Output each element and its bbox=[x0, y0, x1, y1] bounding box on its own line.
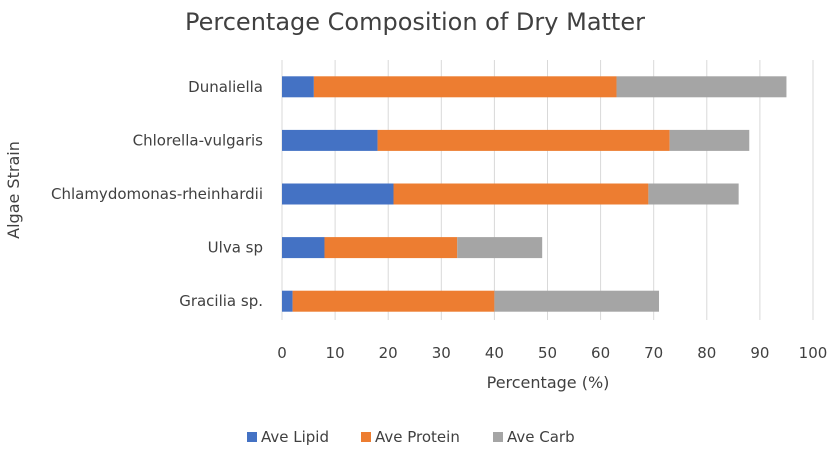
x-tick-label: 50 bbox=[538, 344, 557, 362]
bar-ave-carb bbox=[648, 183, 739, 205]
y-axis-label: Algae Strain bbox=[4, 141, 23, 239]
x-tick-label: 10 bbox=[326, 344, 345, 362]
x-tick-label: 30 bbox=[432, 344, 451, 362]
bar-ave-lipid bbox=[282, 290, 293, 312]
legend-label: Ave Lipid bbox=[261, 428, 329, 446]
y-category-label: Chlamydomonas-rheinhardii bbox=[51, 185, 263, 203]
x-tick-label: 100 bbox=[799, 344, 828, 362]
x-tick-label: 40 bbox=[485, 344, 504, 362]
legend-swatch bbox=[247, 432, 257, 442]
bar-ave-carb bbox=[669, 129, 750, 151]
chart-title: Percentage Composition of Dry Matter bbox=[185, 8, 645, 36]
bar-ave-protein bbox=[393, 183, 649, 205]
y-category-label: Chlorella-vulgaris bbox=[133, 131, 264, 149]
bar-ave-protein bbox=[313, 76, 617, 98]
bar-ave-carb bbox=[457, 237, 543, 259]
bar-ave-lipid bbox=[282, 76, 314, 98]
bar-ave-lipid bbox=[282, 237, 325, 259]
x-tick-label: 70 bbox=[644, 344, 663, 362]
legend-label: Ave Protein bbox=[375, 428, 460, 446]
bar-ave-lipid bbox=[282, 129, 378, 151]
bar-ave-protein bbox=[292, 290, 495, 312]
bar-ave-carb bbox=[494, 290, 660, 312]
x-tick-label: 80 bbox=[697, 344, 716, 362]
bar-ave-carb bbox=[616, 76, 787, 98]
x-axis-label: Percentage (%) bbox=[487, 373, 610, 392]
x-tick-label: 0 bbox=[277, 344, 287, 362]
y-category-label: Dunaliella bbox=[188, 78, 263, 96]
y-category-label: Ulva sp bbox=[208, 239, 263, 257]
x-tick-label: 60 bbox=[591, 344, 610, 362]
legend-swatch bbox=[493, 432, 503, 442]
x-tick-label: 20 bbox=[379, 344, 398, 362]
legend-swatch bbox=[361, 432, 371, 442]
y-category-label: Gracilia sp. bbox=[179, 292, 263, 310]
bar-ave-protein bbox=[324, 237, 458, 259]
bar-ave-lipid bbox=[282, 183, 394, 205]
x-tick-label: 90 bbox=[750, 344, 769, 362]
legend-label: Ave Carb bbox=[507, 428, 575, 446]
bar-ave-protein bbox=[377, 129, 670, 151]
